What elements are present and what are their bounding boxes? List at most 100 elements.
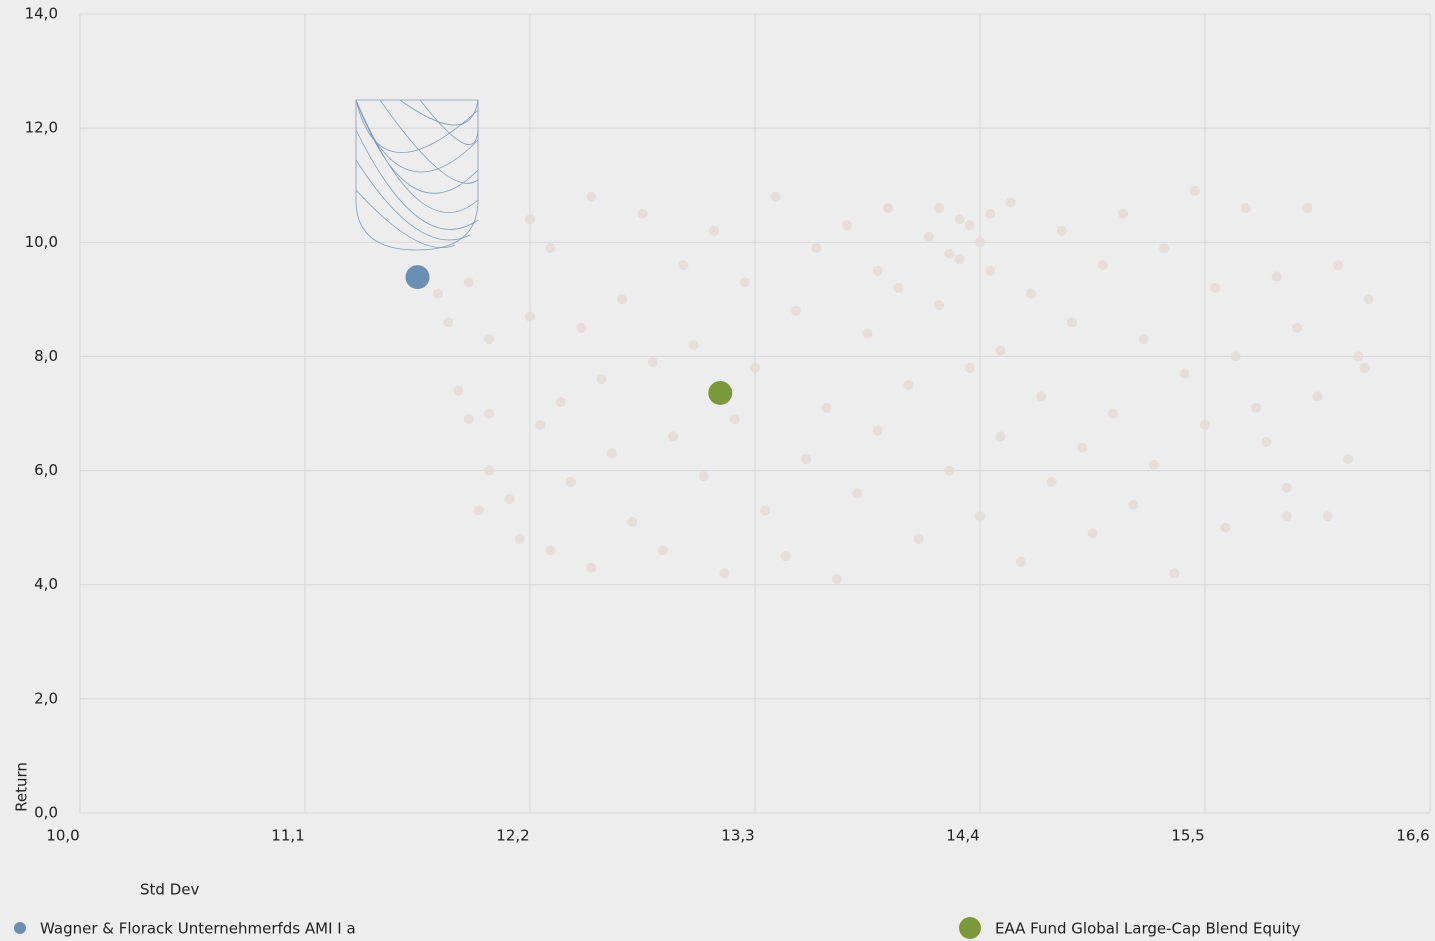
peer-point xyxy=(709,226,719,236)
legend-label: Wagner & Florack Unternehmerfds AMI I a xyxy=(40,920,356,938)
peer-point xyxy=(811,243,821,253)
peer-point xyxy=(903,380,913,390)
peer-point xyxy=(1251,403,1261,413)
peer-point xyxy=(648,357,658,367)
peer-point xyxy=(719,568,729,578)
peer-point xyxy=(1057,226,1067,236)
peer-point xyxy=(760,506,770,516)
peer-point xyxy=(1016,557,1026,567)
y-tick-label: 2,0 xyxy=(34,689,58,707)
x-axis-title: Std Dev xyxy=(140,881,199,899)
peer-point xyxy=(515,534,525,544)
peer-point xyxy=(443,317,453,327)
peer-point xyxy=(1118,209,1128,219)
peer-point xyxy=(484,334,494,344)
peer-point xyxy=(934,300,944,310)
x-tick-label: 13,3 xyxy=(721,827,754,845)
x-tick-label: 16,6 xyxy=(1396,827,1429,845)
peer-point xyxy=(1006,197,1016,207)
fund-logo xyxy=(356,100,478,250)
peer-point xyxy=(924,232,934,242)
peer-point xyxy=(1190,186,1200,196)
peer-point xyxy=(464,414,474,424)
peer-point xyxy=(1282,511,1292,521)
peer-point xyxy=(566,477,576,487)
x-tick-label: 10,0 xyxy=(46,827,79,845)
peer-point xyxy=(873,266,883,276)
peer-point xyxy=(730,414,740,424)
peer-point xyxy=(658,545,668,555)
peer-point xyxy=(995,346,1005,356)
peer-point xyxy=(1067,317,1077,327)
peer-point xyxy=(1139,334,1149,344)
peer-point xyxy=(1077,443,1087,453)
peer-point xyxy=(801,454,811,464)
peer-point xyxy=(1149,460,1159,470)
peer-point xyxy=(944,466,954,476)
peer-point xyxy=(1128,500,1138,510)
logo-lines xyxy=(356,100,478,248)
peer-point xyxy=(617,294,627,304)
y-tick-label: 6,0 xyxy=(34,461,58,479)
peer-point xyxy=(638,209,648,219)
peer-point xyxy=(770,192,780,202)
data-point xyxy=(406,265,430,289)
peer-point xyxy=(1088,528,1098,538)
peer-point xyxy=(934,203,944,213)
peer-point xyxy=(791,306,801,316)
peer-point xyxy=(1272,272,1282,282)
y-tick-label: 14,0 xyxy=(25,5,58,23)
peer-point xyxy=(586,563,596,573)
peer-point xyxy=(1313,391,1323,401)
y-tick-label: 10,0 xyxy=(25,233,58,251)
peer-point xyxy=(852,488,862,498)
peer-point xyxy=(597,374,607,384)
grid xyxy=(80,14,1430,813)
peer-point xyxy=(1180,369,1190,379)
peer-point xyxy=(1047,477,1057,487)
peer-point xyxy=(832,574,842,584)
peer-point xyxy=(505,494,515,504)
peer-point xyxy=(1292,323,1302,333)
peer-point xyxy=(944,249,954,259)
peer-point xyxy=(484,466,494,476)
x-tick-label: 12,2 xyxy=(496,827,529,845)
peer-point xyxy=(678,260,688,270)
peer-point xyxy=(1241,203,1251,213)
peer-point xyxy=(1360,363,1370,373)
peer-point xyxy=(1323,511,1333,521)
peer-point xyxy=(740,277,750,287)
legend-marker xyxy=(959,917,981,939)
peer-point xyxy=(965,363,975,373)
peer-point xyxy=(1333,260,1343,270)
y-tick-label: 12,0 xyxy=(25,119,58,137)
peer-point xyxy=(1108,409,1118,419)
peer-point xyxy=(873,426,883,436)
peer-point xyxy=(955,214,965,224)
peer-point xyxy=(586,192,596,202)
peer-point xyxy=(668,431,678,441)
peer-point xyxy=(955,254,965,264)
y-tick-label: 4,0 xyxy=(34,575,58,593)
peer-point xyxy=(484,409,494,419)
peer-point xyxy=(433,289,443,299)
peer-point xyxy=(453,386,463,396)
chart: Return Std Dev 0,02,04,06,08,010,012,014… xyxy=(0,0,1435,941)
peer-point xyxy=(474,506,484,516)
peer-point xyxy=(985,266,995,276)
peer-point xyxy=(842,220,852,230)
peer-point xyxy=(975,511,985,521)
peer-point xyxy=(525,311,535,321)
peer-point xyxy=(535,420,545,430)
y-tick-label: 8,0 xyxy=(34,347,58,365)
data-point xyxy=(708,381,732,405)
peer-point xyxy=(545,243,555,253)
peer-point xyxy=(1282,483,1292,493)
legend-label: EAA Fund Global Large-Cap Blend Equity xyxy=(995,920,1301,938)
peer-point xyxy=(985,209,995,219)
peer-point xyxy=(995,431,1005,441)
peer-point xyxy=(883,203,893,213)
peer-point xyxy=(525,214,535,224)
peer-point xyxy=(607,448,617,458)
peer-point xyxy=(1231,351,1241,361)
